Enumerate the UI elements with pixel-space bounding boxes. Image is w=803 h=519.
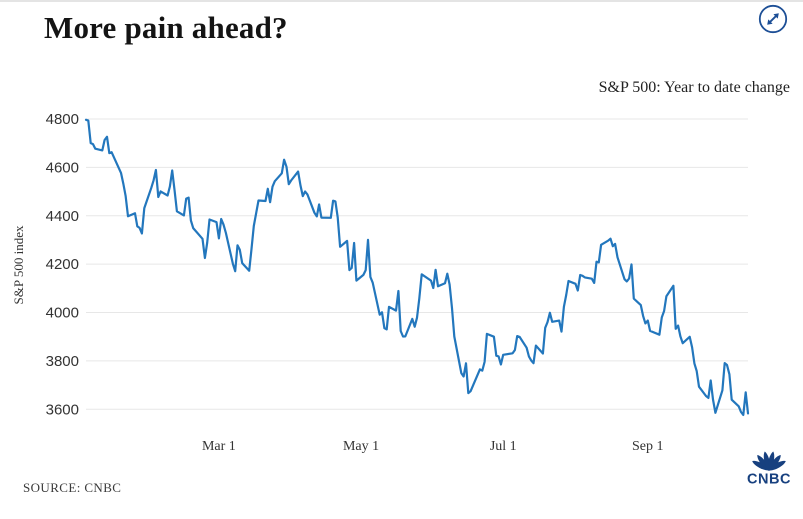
source-note: SOURCE: CNBC: [23, 480, 122, 495]
expand-arrows-icon: [758, 4, 788, 34]
y-tick-label: 4600: [46, 159, 79, 176]
y-tick-label: 3600: [46, 401, 79, 418]
y-tick-label: 3800: [46, 353, 79, 370]
page-title: More pain ahead?: [44, 10, 288, 45]
y-tick-label: 4800: [46, 111, 79, 128]
x-tick-label: May 1: [343, 439, 379, 454]
y-tick-label: 4000: [46, 305, 79, 322]
cnbc-wordmark: CNBC: [747, 472, 791, 487]
chart-subtitle: S&P 500: Year to date change: [598, 79, 790, 96]
peacock-icon: [752, 451, 786, 471]
y-tick-label: 4200: [46, 256, 79, 273]
expand-button[interactable]: [758, 4, 788, 34]
y-tick-label: 4400: [46, 208, 79, 225]
x-tick-label: Sep 1: [632, 439, 664, 454]
sp500-line[interactable]: [84, 118, 750, 416]
x-tick-label: Mar 1: [202, 439, 236, 454]
x-tick-label: Jul 1: [490, 439, 517, 454]
top-divider: [0, 0, 803, 2]
cnbc-logo: CNBC: [747, 451, 791, 487]
